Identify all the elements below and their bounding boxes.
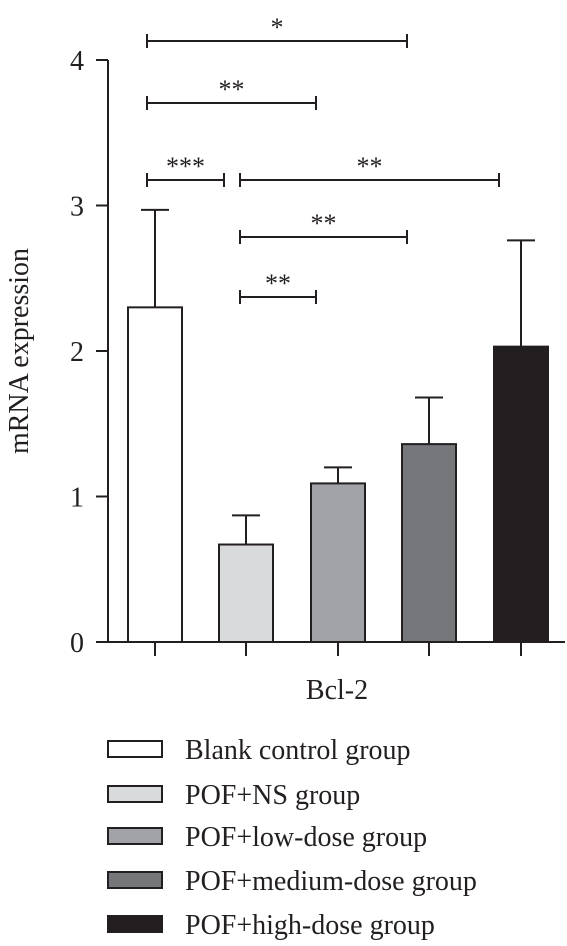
legend-swatch bbox=[107, 871, 163, 889]
y-tick-label: 0 bbox=[70, 628, 84, 659]
bar bbox=[218, 543, 274, 644]
significance-brackets: ****** ****** bbox=[146, 13, 500, 304]
bars bbox=[127, 208, 549, 644]
legend-label: POF+NS group bbox=[185, 780, 360, 811]
significance-label: ** bbox=[311, 209, 337, 238]
significance-label: *** bbox=[166, 152, 205, 181]
bar bbox=[401, 443, 457, 643]
legend-label: Blank control group bbox=[185, 735, 411, 766]
legend-label: POF+high-dose group bbox=[185, 910, 435, 941]
significance-label: ** bbox=[219, 75, 245, 104]
y-tick-label: 4 bbox=[70, 46, 84, 77]
legend-swatch bbox=[107, 785, 163, 803]
legend-swatch bbox=[107, 915, 163, 933]
legend-swatch bbox=[107, 740, 163, 758]
y-tick-label: 3 bbox=[70, 192, 84, 223]
y-tick-label: 2 bbox=[70, 337, 84, 368]
y-ticks: 0 1 2 3 4 bbox=[70, 46, 108, 659]
x-ticks bbox=[154, 642, 522, 656]
y-axis-label: mRNA expression bbox=[4, 248, 35, 454]
bar bbox=[493, 345, 549, 643]
bar bbox=[310, 482, 366, 643]
bar bbox=[127, 306, 183, 643]
legend-label: POF+medium-dose group bbox=[185, 866, 477, 897]
significance-label: ** bbox=[265, 269, 291, 298]
y-tick-label: 1 bbox=[70, 483, 84, 514]
legend-swatch bbox=[107, 827, 163, 845]
significance-label: ** bbox=[357, 152, 383, 181]
significance-label: * bbox=[271, 13, 284, 42]
legend-label: POF+low-dose group bbox=[185, 822, 427, 853]
x-category-label: Bcl-2 bbox=[306, 675, 368, 706]
legend: Blank control group POF+NS group POF+low-d… bbox=[107, 735, 477, 941]
